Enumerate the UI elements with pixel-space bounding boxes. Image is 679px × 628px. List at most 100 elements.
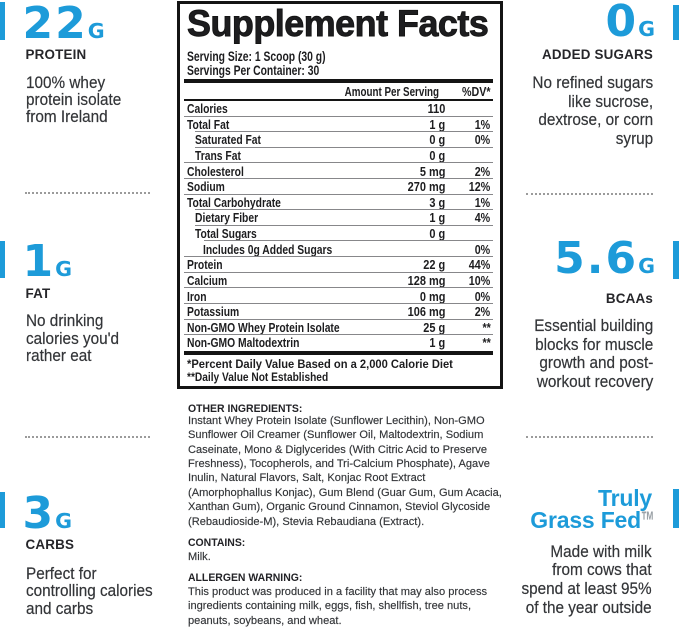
nutrition-row: Non-GMO Whey Protein Isolate 25 g ** [184,320,493,336]
nutrition-rows: Calories 110 Total Fat 1 g 1% Saturated Fat… [184,101,493,351]
nutrition-row: Saturated Fat 0 g 0% [184,132,493,148]
grass-fed-line1: Truly [598,484,652,511]
nutrition-row: Total Carbohydrate 3 g 1% [184,195,493,211]
nutrition-row: Non-GMO Maltodextrin 1 g ** [184,335,493,351]
right-divider-2 [526,435,653,438]
fat-grams: 1G [23,240,73,284]
row-name: Dietary Fiber [195,211,259,226]
row-dv: ** [482,336,491,351]
row-amount: 5 mg [419,164,445,179]
right-divider-1 [526,192,653,195]
protein-grams-unit: G [87,18,105,43]
row-name: Potassium [187,305,240,320]
nutrition-row: Iron 0 mg 0% [184,288,493,304]
grass-fed-desc: Made with milk from cows that spend at lea… [521,541,652,617]
grass-fed-line2: Grass Fed [530,506,641,533]
left-divider-1 [25,192,150,195]
left-divider-2 [25,436,150,438]
added-sugars-grams-value: 0 [605,0,639,48]
row-dv: 0% [475,242,491,257]
amount-per-serving-header: Amount Per Serving [345,84,440,99]
contains-heading: CONTAINS: [188,537,246,549]
nutrition-row: Dietary Fiber 1 g 4% [184,210,493,226]
nutrition-row: Calcium 128 mg 10% [184,273,493,289]
row-amount: 0 g [429,149,445,164]
added-sugars-grams: 0G [605,0,655,44]
row-amount: 1 g [429,336,445,351]
nutrition-row: Protein 22 g 44% [184,257,493,273]
servings-per-container: Servings Per Container: 30 [187,63,320,78]
row-name: Non-GMO Maltodextrin [187,336,300,351]
row-amount: 106 mg [407,305,445,320]
accent-bar-added-sugars [673,5,679,40]
bcaas-grams: 5.6G [554,237,655,281]
accent-bar-protein [0,2,5,40]
row-dv: 0% [475,133,491,148]
trademark-symbol: ™ [641,505,655,536]
row-dv: 10% [469,273,491,288]
protein-desc: 100% whey protein isolate from Ireland [25,72,121,127]
row-amount: 0 mg [419,289,445,304]
accent-bar-grass-fed [673,489,679,528]
carbs-grams: 3G [23,492,73,536]
row-amount: 25 g [423,320,445,335]
nutrition-row: Includes 0g Added Sugars 0% [184,241,493,257]
row-name: Sodium [187,180,225,195]
row-name: Cholesterol [187,164,244,179]
allergen-warning-text: This product was produced in a facility … [188,585,488,627]
row-amount: 1 g [429,117,445,132]
nutrition-row: Calories 110 [184,101,493,117]
carbs-grams-value: 3 [22,488,56,540]
supplement-facts-panel: Supplement Facts Serving Size: 1 Scoop (… [177,1,503,389]
row-name: Total Sugars [195,227,257,242]
bcaas-grams-unit: G [638,254,655,278]
row-amount: 270 mg [407,180,445,195]
other-ingredients-heading: OTHER INGREDIENTS: [188,403,303,415]
added-sugars-label: ADDED SUGARS [541,47,653,63]
accent-bar-fat [0,241,5,278]
row-name: Total Carbohydrate [187,195,281,210]
nutrition-row: Trans Fat 0 g [184,148,493,164]
added-sugars-grams-unit: G [638,17,655,42]
fat-desc: No drinking calories you'd rather eat [25,311,119,365]
bcaas-desc: Essential building blocks for muscle growt… [533,316,653,391]
row-name: Calcium [187,273,228,288]
row-dv: ** [482,320,491,335]
protein-grams-value: 22 [22,0,88,49]
row-dv: 4% [475,211,491,226]
thick-bar-top [184,79,493,83]
bcaas-grams-value: 5.6 [554,233,639,284]
row-name: Total Fat [187,117,230,132]
nutrition-row: Cholesterol 5 mg 2% [184,163,493,179]
accent-bar-bcaas [673,241,679,279]
row-amount: 3 g [429,195,445,210]
carbs-grams-unit: G [55,509,73,534]
panel-title: Supplement Facts [187,2,490,44]
row-amount: 0 g [429,227,445,242]
carbs-desc: Perfect for controlling calories and carbs [25,563,153,618]
fat-label: FAT [25,285,51,301]
row-dv: 1% [475,117,491,132]
accent-bar-carbs [0,492,5,528]
bcaas-label: BCAAs [605,290,653,306]
row-name: Includes 0g Added Sugars [203,242,333,257]
row-amount: 110 [427,102,445,117]
row-dv: 1% [475,195,491,210]
nutrition-row: Potassium 106 mg 2% [184,304,493,320]
fat-grams-value: 1 [22,236,56,287]
nutrition-row: Total Fat 1 g 1% [184,117,493,133]
protein-grams: 22G [22,0,105,49]
row-amount: 22 g [423,258,445,273]
footnote-dv: *Percent Daily Value Based on a 2,000 Ca… [187,356,453,371]
row-name: Protein [187,258,223,273]
serving-size: Serving Size: 1 Scoop (30 g) [187,49,326,64]
protein-label: PROTEIN [25,46,87,62]
row-amount: 128 mg [407,273,445,288]
row-dv: 12% [469,180,491,195]
row-name: Calories [187,102,228,117]
row-name: Non-GMO Whey Protein Isolate [187,320,340,335]
other-ingredients-text: Instant Whey Protein Isolate (Sunflower … [188,414,502,528]
row-dv: 2% [475,305,491,320]
row-name: Iron [187,289,207,304]
